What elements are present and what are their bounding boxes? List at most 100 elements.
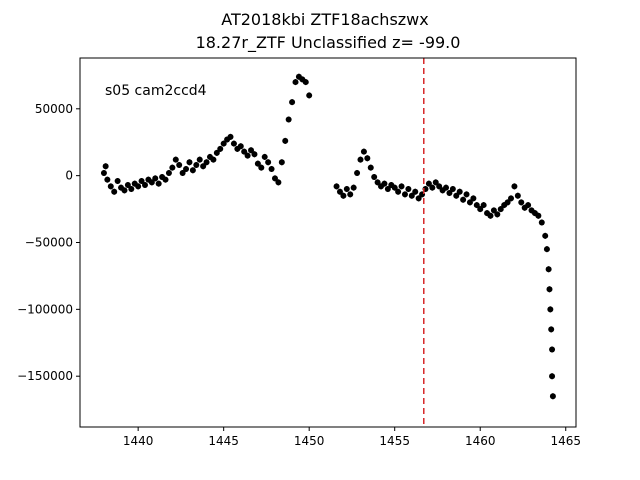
data-point: [542, 232, 549, 239]
data-point: [107, 183, 114, 190]
data-point: [381, 180, 388, 187]
data-point: [449, 186, 456, 193]
data-point: [261, 153, 268, 160]
data-point: [395, 188, 402, 195]
chart-title: AT2018kbi ZTF18achszwx: [221, 10, 428, 29]
data-point: [543, 246, 550, 253]
data-point: [371, 173, 378, 180]
x-tick-label: 1460: [465, 434, 496, 448]
data-point: [429, 184, 436, 191]
data-point: [254, 160, 261, 167]
data-point: [203, 159, 210, 166]
data-point: [100, 169, 107, 176]
data-point: [473, 202, 480, 209]
data-point: [518, 199, 525, 206]
data-point: [200, 163, 207, 170]
data-point: [425, 180, 432, 187]
data-point: [405, 186, 412, 193]
data-point: [453, 192, 460, 199]
data-point: [336, 188, 343, 195]
data-point: [545, 266, 552, 273]
data-point: [278, 159, 285, 166]
data-point: [141, 182, 148, 189]
data-point: [210, 156, 217, 163]
data-point: [220, 140, 227, 147]
data-point: [282, 137, 289, 144]
data-point: [268, 165, 275, 172]
data-point: [549, 373, 556, 380]
data-point: [374, 179, 381, 186]
data-point: [360, 148, 367, 155]
data-point: [398, 183, 405, 190]
data-point: [364, 155, 371, 162]
data-point: [237, 143, 244, 150]
data-point: [490, 207, 497, 214]
data-point: [196, 156, 203, 163]
data-point: [549, 346, 556, 353]
data-point: [121, 187, 128, 194]
data-point: [162, 176, 169, 183]
data-points: [100, 73, 556, 400]
data-point: [306, 92, 313, 99]
data-point: [401, 191, 408, 198]
data-point: [179, 169, 186, 176]
data-point: [275, 179, 282, 186]
data-point: [384, 186, 391, 193]
data-point: [302, 79, 309, 86]
data-point: [340, 192, 347, 199]
data-point: [169, 164, 176, 171]
data-point: [193, 161, 200, 168]
data-point: [494, 211, 501, 218]
data-point: [111, 188, 118, 195]
data-point: [463, 191, 470, 198]
data-point: [176, 161, 183, 168]
x-tick-label: 1450: [294, 434, 325, 448]
data-point: [217, 145, 224, 152]
data-point: [504, 199, 511, 206]
data-point: [265, 159, 272, 166]
data-point: [460, 196, 467, 203]
data-point: [138, 178, 145, 184]
plot-frame: [79, 57, 577, 428]
data-point: [456, 188, 463, 195]
data-point: [183, 165, 190, 172]
data-point: [241, 148, 248, 155]
data-point: [446, 190, 453, 197]
y-tick-label: −50000: [25, 236, 73, 250]
data-point: [443, 184, 450, 191]
data-point: [436, 183, 443, 190]
y-tick-label: −100000: [17, 302, 73, 316]
annotation-label: s05 cam2ccd4: [105, 83, 207, 99]
data-point: [189, 167, 196, 174]
x-tick-label: 1455: [379, 434, 410, 448]
chart-subtitle: 18.27r_ZTF Unclassified z= -99.0: [196, 33, 461, 53]
data-point: [391, 184, 398, 191]
data-point: [128, 186, 135, 193]
data-point: [172, 156, 179, 163]
data-point: [466, 199, 473, 206]
data-point: [546, 286, 553, 293]
data-point: [497, 206, 504, 213]
data-point: [155, 180, 162, 187]
data-point: [165, 169, 172, 176]
data-point: [412, 188, 419, 195]
data-point: [408, 192, 415, 199]
data-point: [248, 147, 255, 154]
data-point: [432, 179, 439, 186]
data-point: [258, 164, 265, 171]
x-tick-label: 1445: [208, 434, 239, 448]
data-point: [285, 116, 292, 123]
y-tick-label: 50000: [35, 102, 73, 116]
y-tick-label: −150000: [17, 369, 73, 383]
x-tick-label: 1465: [550, 434, 581, 448]
data-point: [549, 393, 556, 400]
data-point: [152, 175, 159, 182]
x-tick-label: 1440: [123, 434, 154, 448]
data-point: [548, 326, 555, 333]
data-point: [470, 195, 477, 202]
data-point: [244, 152, 251, 159]
data-point: [186, 159, 193, 166]
data-point: [227, 133, 234, 140]
data-point: [251, 151, 258, 158]
